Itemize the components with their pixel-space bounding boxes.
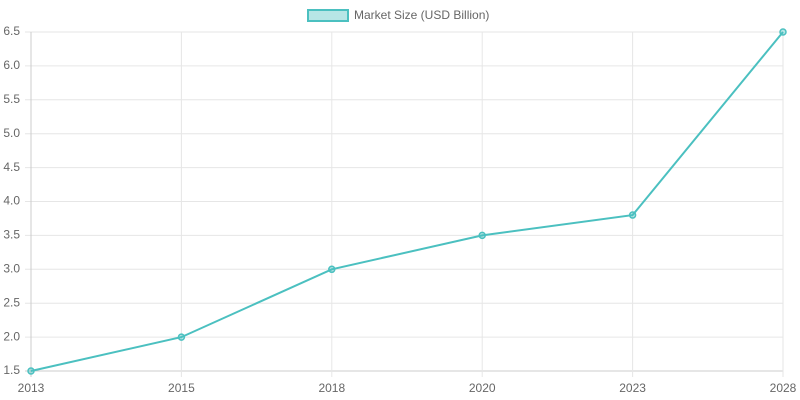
- y-tick-label: 3.5: [3, 228, 20, 242]
- x-tick-label: 2013: [18, 381, 45, 395]
- y-tick-label: 6.5: [3, 24, 20, 38]
- y-tick-label: 3.0: [3, 261, 20, 275]
- y-tick-label: 5.0: [3, 126, 20, 140]
- y-tick-label: 4.5: [3, 160, 20, 174]
- y-tick-label: 2.5: [3, 295, 20, 309]
- legend-swatch: [307, 9, 349, 22]
- point: [27, 367, 35, 375]
- x-tick-label: 2028: [770, 381, 797, 395]
- point: [177, 333, 186, 341]
- x-tick-label: 2020: [469, 381, 496, 395]
- point: [328, 265, 336, 274]
- y-tick-label: 6.0: [3, 58, 20, 72]
- line: [30, 31, 784, 372]
- y-tick-label: 4.0: [3, 194, 20, 208]
- point: [628, 211, 637, 219]
- y-tick-label: 2.0: [3, 329, 20, 343]
- point: [779, 28, 787, 36]
- x-tick-label: 2015: [168, 381, 195, 395]
- legend-label: Market Size (USD Billion): [354, 8, 489, 22]
- point: [478, 231, 486, 240]
- y-tick-label: 1.5: [3, 363, 20, 377]
- x-tick-label: 2018: [318, 381, 345, 395]
- y-tick-label: 5.5: [3, 92, 20, 106]
- x-tick-label: 2023: [619, 381, 646, 395]
